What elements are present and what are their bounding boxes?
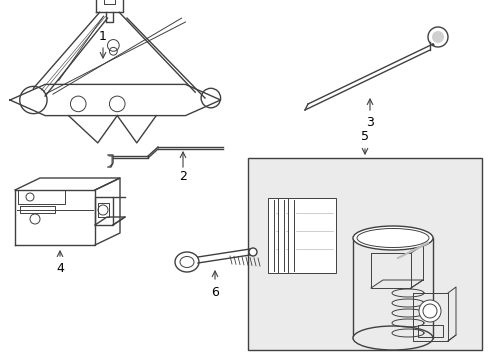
Text: 6: 6: [211, 285, 219, 298]
Circle shape: [432, 31, 444, 43]
Ellipse shape: [353, 226, 433, 250]
Ellipse shape: [353, 326, 433, 350]
Ellipse shape: [249, 248, 257, 256]
FancyBboxPatch shape: [288, 198, 336, 273]
Text: 2: 2: [179, 171, 187, 184]
Text: 4: 4: [56, 261, 64, 274]
FancyBboxPatch shape: [278, 198, 326, 273]
Text: 5: 5: [361, 130, 369, 143]
FancyBboxPatch shape: [268, 198, 316, 273]
Text: 1: 1: [99, 31, 107, 44]
Circle shape: [419, 300, 441, 322]
Text: 3: 3: [366, 116, 374, 129]
FancyBboxPatch shape: [248, 158, 482, 350]
